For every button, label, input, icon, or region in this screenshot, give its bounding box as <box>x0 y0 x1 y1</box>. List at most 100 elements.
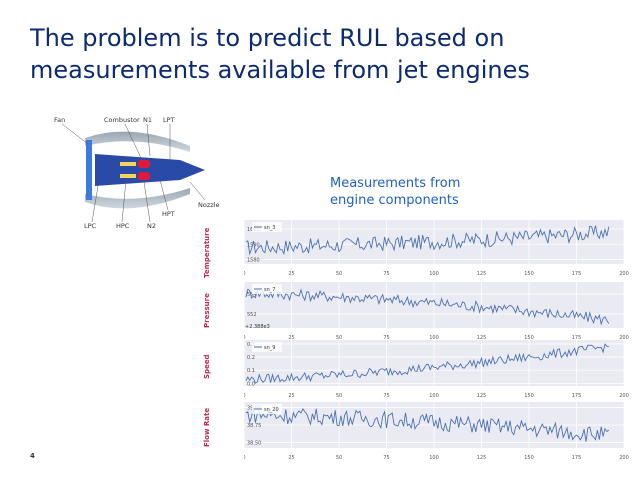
legend-box <box>252 404 282 414</box>
x-tick-label: 25 <box>288 335 294 341</box>
measurements-caption: Measurements from engine components <box>330 175 460 209</box>
slide-title: The problem is to predict RUL based on m… <box>30 22 620 86</box>
x-tick-label: 150 <box>524 271 534 277</box>
chart-temperature: 0255075100125150175200158015901600sn_3 <box>244 220 629 277</box>
leader-n2 <box>143 181 151 223</box>
fan-blade <box>86 140 92 200</box>
x-tick-label: 200 <box>619 393 629 399</box>
x-tick-label: 25 <box>288 393 294 399</box>
y-tick-label: 38.50 <box>247 440 261 446</box>
legend-box <box>252 342 282 352</box>
x-tick-label: 0 <box>244 271 246 277</box>
label-n1: N1 <box>143 116 152 124</box>
hpc-stage-lower <box>120 174 136 178</box>
measurements-line-2: engine components <box>330 193 459 208</box>
label-hpc: HPC <box>116 222 130 230</box>
x-tick-label: 75 <box>383 393 389 399</box>
label-fan: Fan <box>54 116 65 124</box>
x-tick-label: 25 <box>288 455 294 461</box>
x-tick-label: 50 <box>336 335 342 341</box>
page-number: 4 <box>30 452 35 460</box>
offset-label: +2.388e3 <box>245 324 270 330</box>
legend-label: sn_20 <box>264 407 279 413</box>
legend-label: sn_9 <box>264 345 275 351</box>
x-tick-label: 125 <box>477 393 487 399</box>
y-tick-label: 0.0 <box>247 381 255 387</box>
chart-speed: 0 25 50 75 100 125 150 175 200 0.0 0.1 0.2 0.3 sn_9 <box>244 340 629 399</box>
series-line <box>245 225 610 256</box>
series-line <box>245 407 610 442</box>
series-line <box>245 343 609 384</box>
x-tick-label: 175 <box>572 393 582 399</box>
legend-box <box>252 284 282 294</box>
x-tick-label: 175 <box>572 271 582 277</box>
ylabel-pressure: Pressure <box>203 293 211 328</box>
ylabel-temperature: Temperature <box>203 227 211 278</box>
x-tick-label: 100 <box>429 335 439 341</box>
x-tick-label: 150 <box>524 393 534 399</box>
y-tick-label: 1580 <box>247 257 260 263</box>
x-tick-label: 100 <box>429 393 439 399</box>
combustor-lower <box>138 172 150 180</box>
x-tick-label: 75 <box>383 455 389 461</box>
x-tick-label: 100 <box>429 271 439 277</box>
x-tick-label: 0 <box>244 393 246 399</box>
x-tick-label: 25 <box>288 271 294 277</box>
x-tick-label: 125 <box>477 455 487 461</box>
y-tick-label: 0.1 <box>247 368 255 374</box>
x-tick-label: 150 <box>524 455 534 461</box>
title-line-1: The problem is to predict RUL based on <box>30 24 505 52</box>
x-tick-label: 75 <box>383 335 389 341</box>
hpc-stage <box>120 162 136 166</box>
series-line <box>245 288 610 326</box>
chart-flow-rate: 025507510012515017520038.5038.7539.00sn_… <box>244 402 629 461</box>
x-tick-label: 175 <box>572 455 582 461</box>
leader-n1 <box>146 123 151 157</box>
legend-box <box>252 222 282 232</box>
x-tick-label: 150 <box>524 335 534 341</box>
combustor-upper <box>138 160 150 168</box>
lower-casing <box>85 188 190 209</box>
label-lpc: LPC <box>84 222 97 230</box>
label-nozzle: Nozzle <box>198 201 219 209</box>
label-n2: N2 <box>147 222 156 230</box>
x-tick-label: 200 <box>619 271 629 277</box>
ylabel-speed: Speed <box>203 354 211 379</box>
jet-engine-diagram: Fan Combustor N1 LPT Nozzle HPT LPC HPC … <box>54 116 219 230</box>
x-tick-label: 50 <box>336 271 342 277</box>
title-line-2: measurements available from jet engines <box>30 56 530 84</box>
leader-hpc <box>121 179 127 223</box>
label-combustor: Combustor <box>104 116 140 124</box>
y-tick-label: 1590 <box>247 242 260 248</box>
y-tick-label: 38.75 <box>247 423 261 429</box>
y-tick-label: 554 <box>247 292 257 298</box>
x-tick-label: 0 <box>244 335 246 341</box>
x-tick-label: 200 <box>619 335 629 341</box>
label-lpt: LPT <box>163 116 175 124</box>
leader-combustor <box>124 123 143 161</box>
legend-label: sn_7 <box>264 287 275 293</box>
x-tick-label: 50 <box>336 393 342 399</box>
leader-hpt <box>159 179 169 211</box>
ylabel-flow-rate: Flow Rate <box>203 407 211 447</box>
label-hpt: HPT <box>162 210 175 218</box>
y-tick-label: 0.3 <box>247 342 255 348</box>
core-body <box>95 154 205 186</box>
legend-label: sn_3 <box>264 225 275 231</box>
x-tick-label: 75 <box>383 271 389 277</box>
y-tick-label: 552 <box>247 312 257 318</box>
leader-lpc <box>91 185 99 223</box>
upper-casing <box>85 131 190 152</box>
x-tick-label: 0 <box>244 455 246 461</box>
leader-fan <box>61 123 89 145</box>
leader-nozzle <box>189 181 206 201</box>
x-tick-label: 175 <box>572 335 582 341</box>
chart-pressure: 0 25 50 75 100 125 150 175 200 552 554 sn_7 +2.388e3 <box>244 282 629 341</box>
measurements-line-1: Measurements from <box>330 176 461 191</box>
x-tick-label: 125 <box>477 271 487 277</box>
x-tick-label: 125 <box>477 335 487 341</box>
x-tick-label: 50 <box>336 455 342 461</box>
x-tick-label: 200 <box>619 455 629 461</box>
x-tick-label: 100 <box>429 455 439 461</box>
y-tick-label: 0.2 <box>247 355 255 361</box>
